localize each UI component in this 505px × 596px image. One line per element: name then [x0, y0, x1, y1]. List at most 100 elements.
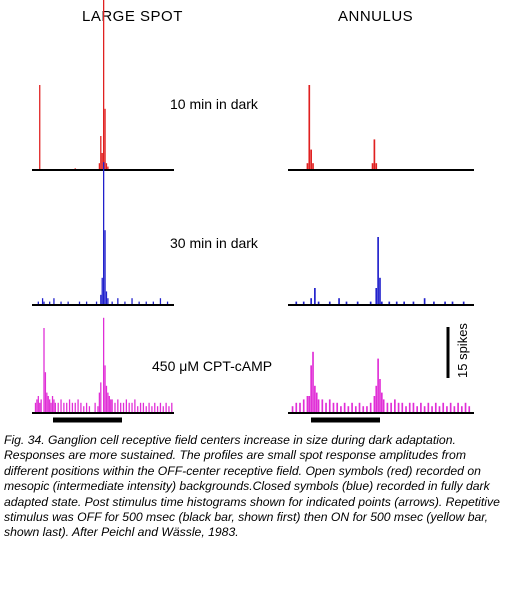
histogram-bin: [104, 365, 106, 413]
histogram-bin: [100, 294, 102, 305]
histogram-bin: [53, 298, 55, 305]
histogram-bin: [438, 406, 441, 413]
column-title-annulus: ANNULUS: [338, 8, 414, 25]
histogram-bin: [151, 406, 153, 413]
histogram-bin: [442, 402, 445, 413]
histogram-bin: [47, 396, 49, 413]
histogram-bin: [358, 402, 361, 413]
histogram-bin: [386, 402, 389, 413]
histogram-bin: [306, 396, 309, 413]
histogram-bin: [139, 402, 142, 413]
histogram-bin: [104, 230, 106, 305]
histogram-bin: [83, 406, 85, 413]
histogram-bin: [347, 406, 350, 413]
histogram-bin: [379, 379, 381, 413]
histogram-bin: [416, 406, 419, 413]
histogram-bin: [159, 298, 162, 305]
histogram-bin: [49, 301, 51, 305]
histogram-bin: [403, 301, 405, 305]
histogram-bin: [162, 406, 164, 413]
histogram-bin: [310, 298, 312, 305]
histogram-bin: [171, 402, 173, 413]
histogram-bin: [408, 402, 411, 413]
histogram-bin: [375, 385, 378, 413]
histogram-bin: [312, 163, 314, 170]
histogram-bin: [377, 237, 379, 305]
histogram-bin: [332, 402, 335, 413]
histogram-bin: [340, 406, 342, 413]
histogram-bin: [154, 402, 156, 413]
histogram-bin: [291, 406, 294, 413]
histogram-bin: [111, 301, 113, 305]
histogram-bin: [100, 136, 102, 170]
histogram-bin: [310, 365, 312, 413]
histogram-bin: [122, 402, 125, 413]
histogram-bin: [336, 402, 339, 413]
histogram-bin: [60, 399, 62, 413]
histogram-bin: [460, 406, 463, 413]
histogram-bin: [36, 399, 38, 413]
histogram-bin: [88, 406, 91, 413]
histogram-bin: [37, 396, 39, 413]
histogram-bin: [44, 372, 47, 413]
histogram-bin: [142, 402, 145, 413]
histogram-bin: [308, 85, 311, 170]
histogram-bin: [105, 291, 108, 305]
histogram-bin: [104, 108, 106, 170]
histogram-bin: [446, 406, 448, 413]
histogram-bin: [302, 399, 305, 413]
condition-label-cpt-camp: 450 μM CPT-cAMP: [152, 358, 273, 374]
histogram-bin: [63, 402, 65, 413]
histogram-bin: [117, 399, 119, 413]
histogram-bin: [98, 392, 101, 413]
histogram-bin: [379, 277, 381, 305]
histogram-bin: [37, 301, 39, 305]
histogram-bin: [131, 298, 133, 305]
histogram-bin: [306, 163, 309, 170]
figure-caption: Fig. 34. Ganglion cell receptive field c…: [4, 433, 500, 540]
histogram-bin: [369, 301, 372, 305]
histogram-bin: [107, 298, 109, 305]
histogram-bin: [371, 163, 374, 170]
histogram-bin: [114, 402, 116, 413]
histogram-bin: [345, 301, 348, 305]
histogram-bin: [128, 402, 130, 413]
psth-panel: [32, 317, 174, 414]
histogram-bin: [53, 399, 55, 413]
histogram-bin: [343, 402, 346, 413]
histogram-bin: [68, 399, 71, 413]
histogram-bin: [120, 402, 122, 413]
histogram-bin: [362, 406, 365, 413]
histogram-bin: [101, 277, 103, 305]
column-title-large-spot: LARGE SPOT: [82, 8, 183, 25]
histogram-bin: [295, 402, 298, 413]
histogram-bin: [145, 406, 147, 413]
histogram-bin: [168, 406, 170, 413]
histogram-bin: [103, 162, 105, 305]
histogram-bin: [412, 301, 415, 305]
histogram-bin: [325, 402, 327, 413]
histogram-bin: [97, 406, 99, 413]
histogram-bin: [462, 301, 465, 305]
histogram-bin: [41, 298, 44, 305]
psth-figure: LARGE SPOT ANNULUS 10 min in dark 30 min…: [32, 0, 474, 423]
histogram-bin: [67, 301, 69, 305]
histogram-bin: [457, 402, 459, 413]
histogram-bin: [375, 288, 378, 305]
histogram-bin: [431, 406, 433, 413]
scale-bar-label: 15 spikes: [455, 323, 470, 378]
histogram-bin: [66, 402, 68, 413]
histogram-bin: [85, 402, 88, 413]
histogram-bin: [94, 402, 96, 413]
histogram-bin: [51, 396, 54, 413]
histogram-bin: [103, 317, 105, 413]
histogram-bin: [366, 406, 368, 413]
histogram-bin: [43, 301, 45, 305]
histogram-bin: [314, 288, 316, 305]
histogram-bin: [137, 406, 139, 413]
condition-label-10min: 10 min in dark: [170, 96, 258, 112]
histogram-bin: [317, 399, 320, 413]
histogram-bin: [105, 163, 108, 170]
histogram-bin: [449, 402, 452, 413]
histogram-bin: [156, 406, 159, 413]
